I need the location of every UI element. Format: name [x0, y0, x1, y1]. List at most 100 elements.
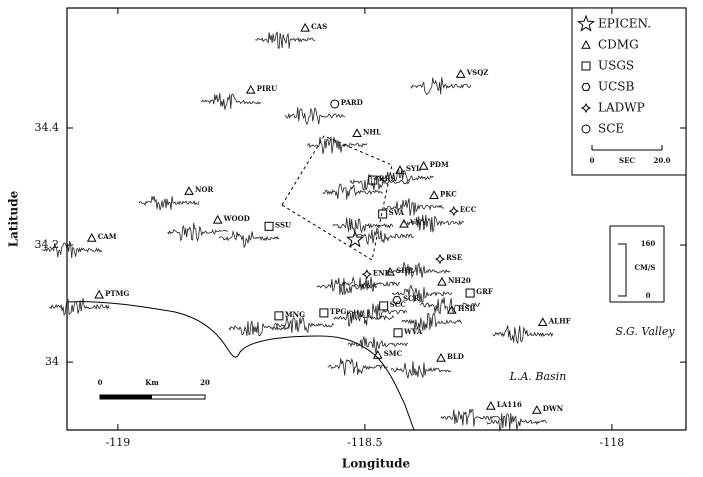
seismogram-trace — [228, 320, 290, 337]
y-tick-label: 34.2 — [35, 238, 60, 251]
station-label: CAM — [98, 232, 117, 241]
station-marker — [446, 304, 457, 314]
station-marker — [537, 317, 548, 327]
y-tick-label: 34 — [45, 355, 59, 368]
seismogram-trace — [200, 93, 262, 110]
station-marker — [434, 254, 446, 265]
station-marker — [330, 99, 340, 109]
legend-marker — [580, 102, 592, 114]
station-marker — [245, 84, 256, 94]
seismogram-trace — [486, 413, 548, 433]
station-label: NH20 — [448, 276, 471, 285]
seismogram-trace — [306, 136, 368, 155]
station-label: NHL — [363, 127, 381, 136]
seismogram-trace — [48, 298, 110, 317]
region-label: S.G. Valley — [615, 325, 675, 338]
station-label: PIRU — [257, 84, 277, 93]
station-label: SMC — [384, 349, 403, 358]
time-scale-label: 0 — [590, 156, 595, 165]
seismogram-trace — [492, 325, 554, 345]
seismogram-trace — [339, 275, 401, 292]
legend-marker — [581, 39, 591, 49]
seismogram-trace — [316, 277, 378, 296]
station-marker — [368, 175, 378, 185]
station-label: SYL — [406, 164, 421, 173]
seismogram-trace — [389, 261, 451, 279]
y-axis-label: Latitude — [7, 190, 21, 247]
distance-scale-label: 20 — [200, 378, 210, 387]
station-label: NOR — [195, 185, 213, 194]
station-label: HSB — [458, 304, 476, 313]
station-marker — [184, 186, 194, 195]
seismogram-trace — [419, 297, 481, 315]
station-label: ECC — [460, 205, 477, 214]
station-label: RSE — [446, 253, 462, 262]
station-label: PTMG — [105, 289, 129, 298]
seismogram-trace — [440, 409, 501, 427]
velocity-scale-label: 160 — [641, 239, 656, 248]
seismogram-trace — [284, 107, 346, 126]
station-label: PARD — [341, 98, 363, 107]
seismogram-trace — [353, 227, 414, 246]
seismogram-trace — [391, 284, 453, 304]
seismogram-trace — [349, 173, 411, 192]
seismogram-trace — [138, 195, 200, 211]
time-scale: 0 SEC 20.0 — [590, 145, 671, 165]
station-label: ALHF — [548, 316, 571, 325]
station-marker — [393, 328, 403, 338]
legend-marker — [581, 61, 591, 71]
distance-scale-label: Km — [145, 378, 159, 387]
x-tick-label: -119 — [106, 436, 131, 449]
legend-label: LADWP — [598, 101, 645, 115]
rupture-outline — [281, 135, 393, 261]
station-marker — [392, 296, 402, 305]
station-marker — [212, 214, 223, 224]
station-label: WVA — [403, 327, 423, 336]
station-marker — [448, 206, 459, 217]
station-label: SSU — [275, 220, 291, 229]
station-marker — [352, 128, 362, 137]
station-marker — [361, 269, 372, 280]
time-scale-label: SEC — [619, 156, 635, 165]
distance-scale-label: 0 — [98, 378, 103, 387]
station-label: DWN — [543, 404, 564, 413]
legend-label: CDMG — [598, 38, 639, 52]
seismogram-trace — [332, 217, 394, 234]
station-label: LA116 — [497, 400, 522, 409]
y-tick-label: 34.4 — [35, 121, 60, 134]
station-label: SCC — [390, 300, 407, 309]
seismogram-trace — [322, 183, 384, 200]
seismogram-trace — [410, 77, 472, 96]
time-scale-label: 20.0 — [653, 156, 670, 165]
station-label: RRS — [379, 174, 396, 183]
station-label: VSQZ — [466, 68, 489, 77]
seismogram-trace — [167, 222, 228, 242]
station-marker — [486, 400, 496, 410]
station-marker — [436, 352, 446, 362]
legend-marker — [581, 83, 591, 91]
station-marker — [437, 276, 447, 286]
station-marker — [372, 350, 383, 359]
station-label: GRF — [476, 287, 493, 296]
seismogram-trace — [255, 31, 316, 50]
seismogram-trace — [383, 198, 445, 216]
x-tick-label: -118.5 — [347, 436, 382, 449]
seismogram-trace — [273, 315, 335, 334]
seismogram-trace — [403, 214, 465, 233]
legend-label: USGS — [598, 59, 634, 73]
epicenter-marker — [346, 230, 364, 248]
station-label: SCR — [403, 294, 420, 303]
station-marker — [319, 308, 329, 318]
station-label: CAS — [311, 22, 327, 31]
station-label: PKC — [440, 189, 457, 198]
station-marker — [274, 311, 284, 321]
station-marker — [94, 289, 104, 299]
seismogram-trace — [347, 336, 409, 354]
legend-label: SCE — [598, 122, 624, 136]
station-label: TPG — [330, 307, 346, 316]
seismogram-trace — [218, 230, 280, 249]
station-marker — [429, 190, 439, 199]
station-label: ENR — [373, 268, 391, 277]
x-tick-label: -118 — [600, 436, 625, 449]
